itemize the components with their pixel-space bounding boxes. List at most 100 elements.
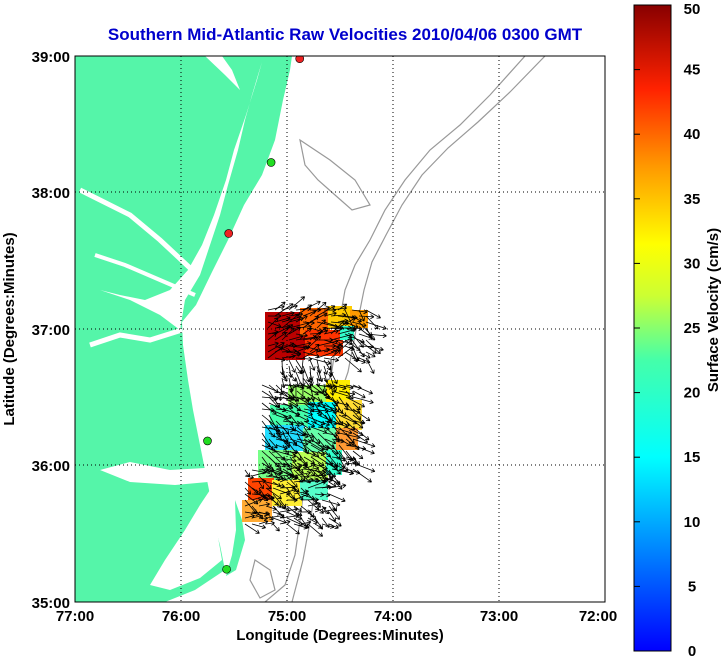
colorbar: 0 5 10 15 20 25 30 35 40 45 50 Surface Velocity (c… xyxy=(633,1,722,659)
velocity-arrow xyxy=(307,477,319,483)
velocity-arrow xyxy=(331,402,340,413)
velocity-arrow xyxy=(251,523,266,530)
x-tick-label: 75:00 xyxy=(268,608,306,625)
colorbar-tick-label: 5 xyxy=(688,578,696,595)
velocity-arrow xyxy=(244,487,252,495)
velocity-arrow xyxy=(330,349,341,359)
velocity-arrow xyxy=(365,309,381,319)
map-area xyxy=(75,56,605,602)
velocity-arrow xyxy=(365,333,387,338)
rappahannock-river xyxy=(94,253,196,297)
radar-station-marker xyxy=(203,436,212,446)
velocity-arrow xyxy=(286,481,300,493)
velocity-arrow xyxy=(288,334,304,341)
velocity-arrow xyxy=(365,345,384,352)
velocity-arrow xyxy=(267,341,279,347)
y-axis: 39:00 38:00 37:00 36:00 35:00 Latitude (… xyxy=(1,49,70,612)
colorbar-label: Surface Velocity (cm/s) xyxy=(705,228,722,392)
velocity-arrow xyxy=(338,462,349,472)
hf-radar-stations xyxy=(203,56,305,574)
velocity-arrow xyxy=(303,390,324,404)
velocity-arrow xyxy=(352,384,373,395)
velocity-arrow xyxy=(251,487,262,494)
pamlico-sound xyxy=(150,490,222,590)
velocity-arrow xyxy=(295,341,312,347)
velocity-arrow xyxy=(295,365,302,375)
velocity-arrow xyxy=(288,359,296,373)
velocity-arrow xyxy=(267,342,285,353)
velocity-arrow xyxy=(300,463,316,471)
x-axis-label: Longitude (Degrees:Minutes) xyxy=(236,627,444,644)
velocity-arrow xyxy=(302,315,319,329)
x-tick-label: 73:00 xyxy=(480,608,518,625)
velocity-arrow xyxy=(352,390,366,399)
velocity-arrow xyxy=(337,346,354,359)
colorbar-tick-label: 50 xyxy=(684,1,701,18)
velocity-arrow xyxy=(307,466,320,471)
velocity-arrow xyxy=(317,420,330,427)
velocity-arrow xyxy=(358,333,373,340)
velocity-arrow xyxy=(279,469,298,480)
map-title: Southern Mid-Atlantic Raw Velocities 201… xyxy=(108,25,583,44)
velocity-arrow xyxy=(307,480,327,489)
colorbar-tick-label: 25 xyxy=(684,320,701,337)
velocity-arrow xyxy=(352,462,376,473)
velocity-arrow xyxy=(314,523,323,529)
velocity-arrow xyxy=(279,475,295,483)
velocity-arrow xyxy=(314,469,324,476)
velocity-arrow xyxy=(300,509,312,515)
velocity-arrow xyxy=(337,336,353,347)
velocity-arrow xyxy=(267,346,284,359)
velocity-arrow xyxy=(279,499,287,509)
albemarle-sound xyxy=(100,462,208,485)
velocity-arrow xyxy=(316,305,336,317)
velocity-arrow xyxy=(321,492,331,498)
velocity-arrow xyxy=(279,487,297,495)
velocity-arrow xyxy=(307,517,318,524)
velocity-arrow xyxy=(293,523,308,530)
velocity-arrow xyxy=(303,450,316,457)
y-tick-label: 35:00 xyxy=(32,595,70,612)
velocity-arrow xyxy=(272,481,282,487)
x-tick-label: 72:00 xyxy=(579,608,617,625)
velocity-arrow xyxy=(309,335,322,347)
velocity-arrow xyxy=(316,349,338,359)
velocity-arrow xyxy=(272,511,282,516)
velocity-arrow xyxy=(352,438,376,448)
x-axis: 77:00 76:00 75:00 74:00 73:00 72:00 Long… xyxy=(56,608,617,644)
velocity-arrow xyxy=(328,483,347,489)
radar-station-marker xyxy=(222,564,231,574)
velocity-arrow xyxy=(344,357,362,373)
velocity-arrow xyxy=(358,351,371,359)
velocity-arrow xyxy=(288,352,302,359)
velocity-arrow xyxy=(251,478,267,484)
radar-station-marker xyxy=(224,229,233,238)
velocity-arrow xyxy=(288,371,297,382)
colorbar-tick-label: 35 xyxy=(684,191,701,208)
radar-station-marker xyxy=(295,56,305,64)
velocity-arrow xyxy=(316,319,326,329)
y-axis-label: Latitude (Degrees:Minutes) xyxy=(1,232,18,425)
velocity-arrow xyxy=(286,464,303,471)
velocity-arrow xyxy=(251,494,266,501)
velocity-arrow xyxy=(244,469,251,477)
velocity-arrow xyxy=(330,371,338,385)
velocity-arrow xyxy=(286,523,300,535)
y-tick-label: 37:00 xyxy=(32,322,70,339)
velocity-arrow xyxy=(295,345,311,353)
velocity-arrow xyxy=(328,523,339,530)
velocity-arrow xyxy=(314,506,327,513)
velocity-arrow xyxy=(289,432,309,439)
y-tick-label: 39:00 xyxy=(32,49,70,66)
velocity-arrow xyxy=(317,438,329,451)
velocity-arrow xyxy=(281,311,295,317)
james-river xyxy=(89,327,183,348)
velocity-arrow xyxy=(244,523,260,534)
velocity-arrow xyxy=(293,492,310,501)
velocity-arrow xyxy=(267,332,277,341)
velocity-arrow xyxy=(302,351,320,358)
velocity-arrow xyxy=(296,444,308,452)
velocity-arrow xyxy=(358,309,365,322)
x-tick-label: 76:00 xyxy=(162,608,200,625)
